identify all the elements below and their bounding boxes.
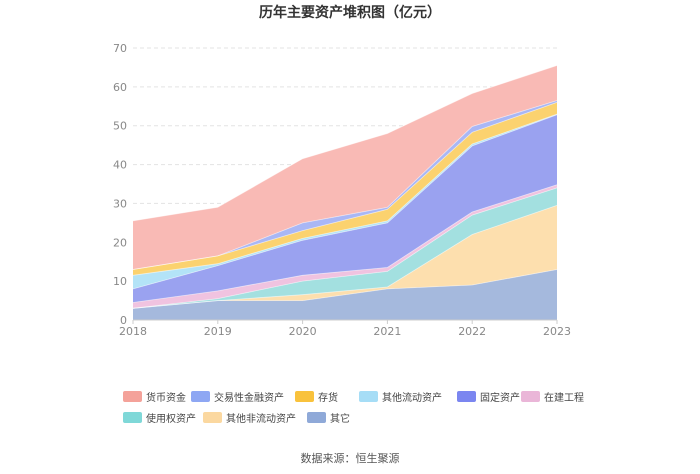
area-6 <box>133 114 557 289</box>
legend-label-3: 存货 <box>318 391 338 404</box>
area-top-line-6 <box>132 113 558 276</box>
legend-item-8: 其他非流动资产 <box>203 412 296 425</box>
legend-item-1: 货币资金 <box>123 391 186 404</box>
x-tick-label-2020: 2020 <box>289 325 317 338</box>
area-series <box>133 65 557 320</box>
area-7 <box>133 102 557 276</box>
legend-item-2: 交易性金融资产 <box>191 391 284 404</box>
y-tick-label-30: 30 <box>113 197 127 210</box>
area-9 <box>133 65 557 270</box>
x-axis: 2018 2019 2020 2021 2022 2023 <box>119 319 571 338</box>
y-tick-label-40: 40 <box>113 159 127 172</box>
area-outlines <box>132 65 558 309</box>
legend-label-1: 货币资金 <box>146 391 186 404</box>
legend-label-8: 其他非流动资产 <box>226 412 296 425</box>
area-top-line-4 <box>132 184 558 303</box>
y-tick-label-20: 20 <box>113 236 127 249</box>
x-tick-label-2018: 2018 <box>119 325 147 338</box>
x-tick-label-2022: 2022 <box>458 325 486 338</box>
y-tick-label-0: 0 <box>120 314 127 327</box>
legend-swatch-9 <box>307 412 326 423</box>
area-5 <box>133 114 557 303</box>
y-axis: 0 10 20 30 40 50 60 70 <box>113 42 127 327</box>
y-tick-label-60: 60 <box>113 81 127 94</box>
legend-swatch-8 <box>203 412 222 423</box>
legend-label-7: 使用权资产 <box>146 412 196 425</box>
area-top-line-9 <box>132 65 558 222</box>
legend-item-4: 其他流动资产 <box>359 391 442 404</box>
area-3 <box>133 187 557 309</box>
y-tick-label-50: 50 <box>113 120 127 133</box>
legend-label-6: 在建工程 <box>544 391 584 404</box>
area-top-line-8 <box>132 100 558 270</box>
legend-swatch-6 <box>521 391 540 402</box>
legend-swatch-4 <box>359 391 378 402</box>
legend-swatch-1 <box>123 391 142 402</box>
area-2 <box>133 205 557 309</box>
legend-item-7: 使用权资产 <box>123 412 196 425</box>
area-top-line-2 <box>132 205 558 309</box>
x-tick-label-2023: 2023 <box>543 325 571 338</box>
legend-item-3: 存货 <box>295 391 338 404</box>
area-top-line-3 <box>132 187 558 309</box>
legend-swatch-5 <box>457 391 476 402</box>
legend-swatch-3 <box>295 391 314 402</box>
source-note: 数据来源：恒生聚源 <box>301 451 400 465</box>
legend-swatch-7 <box>123 412 142 423</box>
legend-swatch-2 <box>191 391 210 402</box>
x-tick-label-2019: 2019 <box>204 325 232 338</box>
chart-title: 历年主要资产堆积图（亿元） <box>259 4 441 21</box>
legend-item-9: 其它 <box>307 412 350 425</box>
legend-label-2: 交易性金融资产 <box>214 391 284 404</box>
x-tick-label-2021: 2021 <box>373 325 401 338</box>
area-top-line-5 <box>132 114 558 290</box>
legend-label-9: 其它 <box>330 412 350 425</box>
y-tick-label-70: 70 <box>113 42 127 55</box>
y-tick-label-10: 10 <box>113 275 127 288</box>
legend-item-5: 固定资产 <box>457 391 520 404</box>
legend-label-4: 其他流动资产 <box>382 391 442 404</box>
legend-label-5: 固定资产 <box>480 391 520 404</box>
legend-item-6: 在建工程 <box>521 391 584 404</box>
